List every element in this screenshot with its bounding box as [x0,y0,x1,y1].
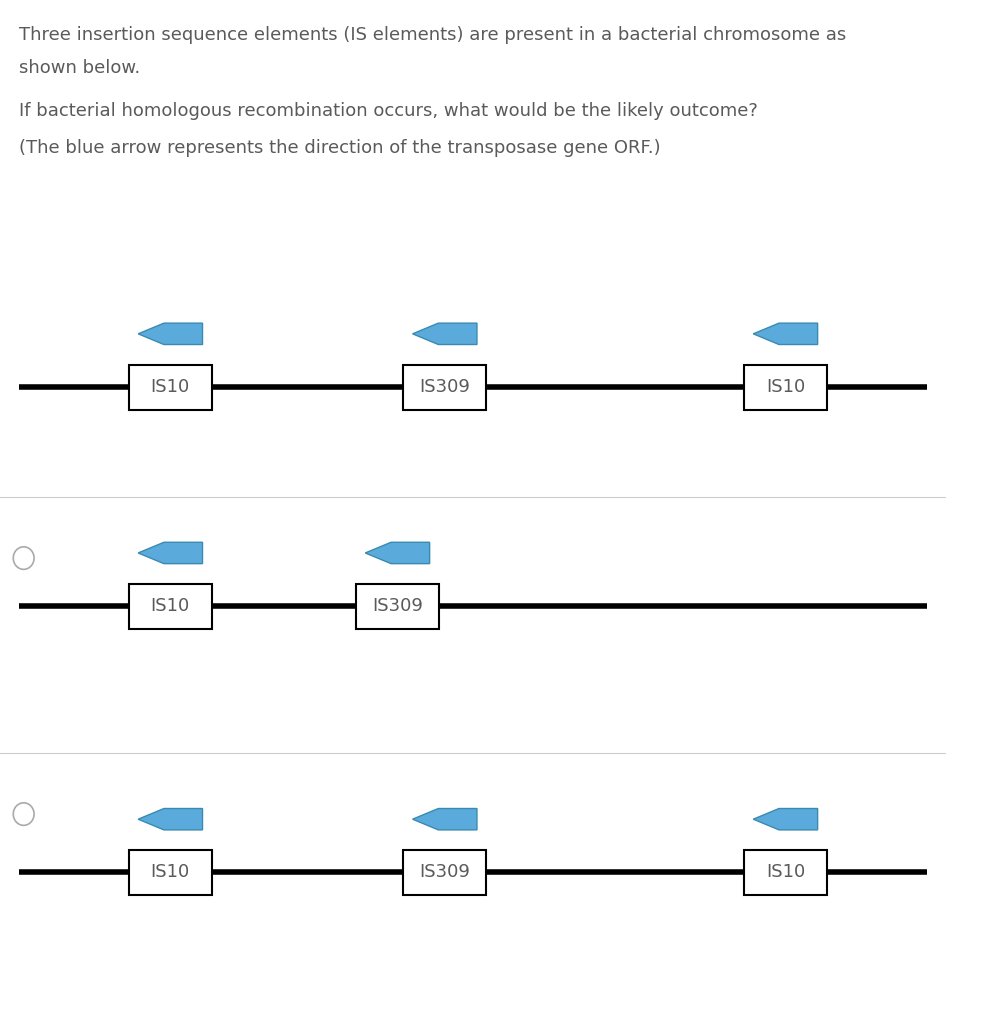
FancyBboxPatch shape [744,365,828,410]
FancyBboxPatch shape [744,850,828,895]
Text: IS10: IS10 [151,863,190,882]
Text: IS10: IS10 [766,378,805,396]
Text: IS309: IS309 [419,378,470,396]
FancyBboxPatch shape [129,850,212,895]
Polygon shape [138,324,203,344]
Polygon shape [412,324,477,344]
FancyBboxPatch shape [403,850,487,895]
Polygon shape [412,809,477,829]
Text: IS309: IS309 [372,597,423,615]
Text: IS10: IS10 [151,378,190,396]
Text: shown below.: shown below. [19,59,140,78]
Polygon shape [753,809,817,829]
FancyBboxPatch shape [356,584,439,629]
Text: IS309: IS309 [419,863,470,882]
FancyBboxPatch shape [129,365,212,410]
FancyBboxPatch shape [403,365,487,410]
Text: Three insertion sequence elements (IS elements) are present in a bacterial chrom: Three insertion sequence elements (IS el… [19,26,846,44]
Polygon shape [753,324,817,344]
Text: IS10: IS10 [151,597,190,615]
Text: IS10: IS10 [766,863,805,882]
Text: (The blue arrow represents the direction of the transposase gene ORF.): (The blue arrow represents the direction… [19,139,660,158]
Polygon shape [138,543,203,563]
Text: If bacterial homologous recombination occurs, what would be the likely outcome?: If bacterial homologous recombination oc… [19,102,758,121]
FancyBboxPatch shape [129,584,212,629]
Polygon shape [138,809,203,829]
Polygon shape [365,543,429,563]
